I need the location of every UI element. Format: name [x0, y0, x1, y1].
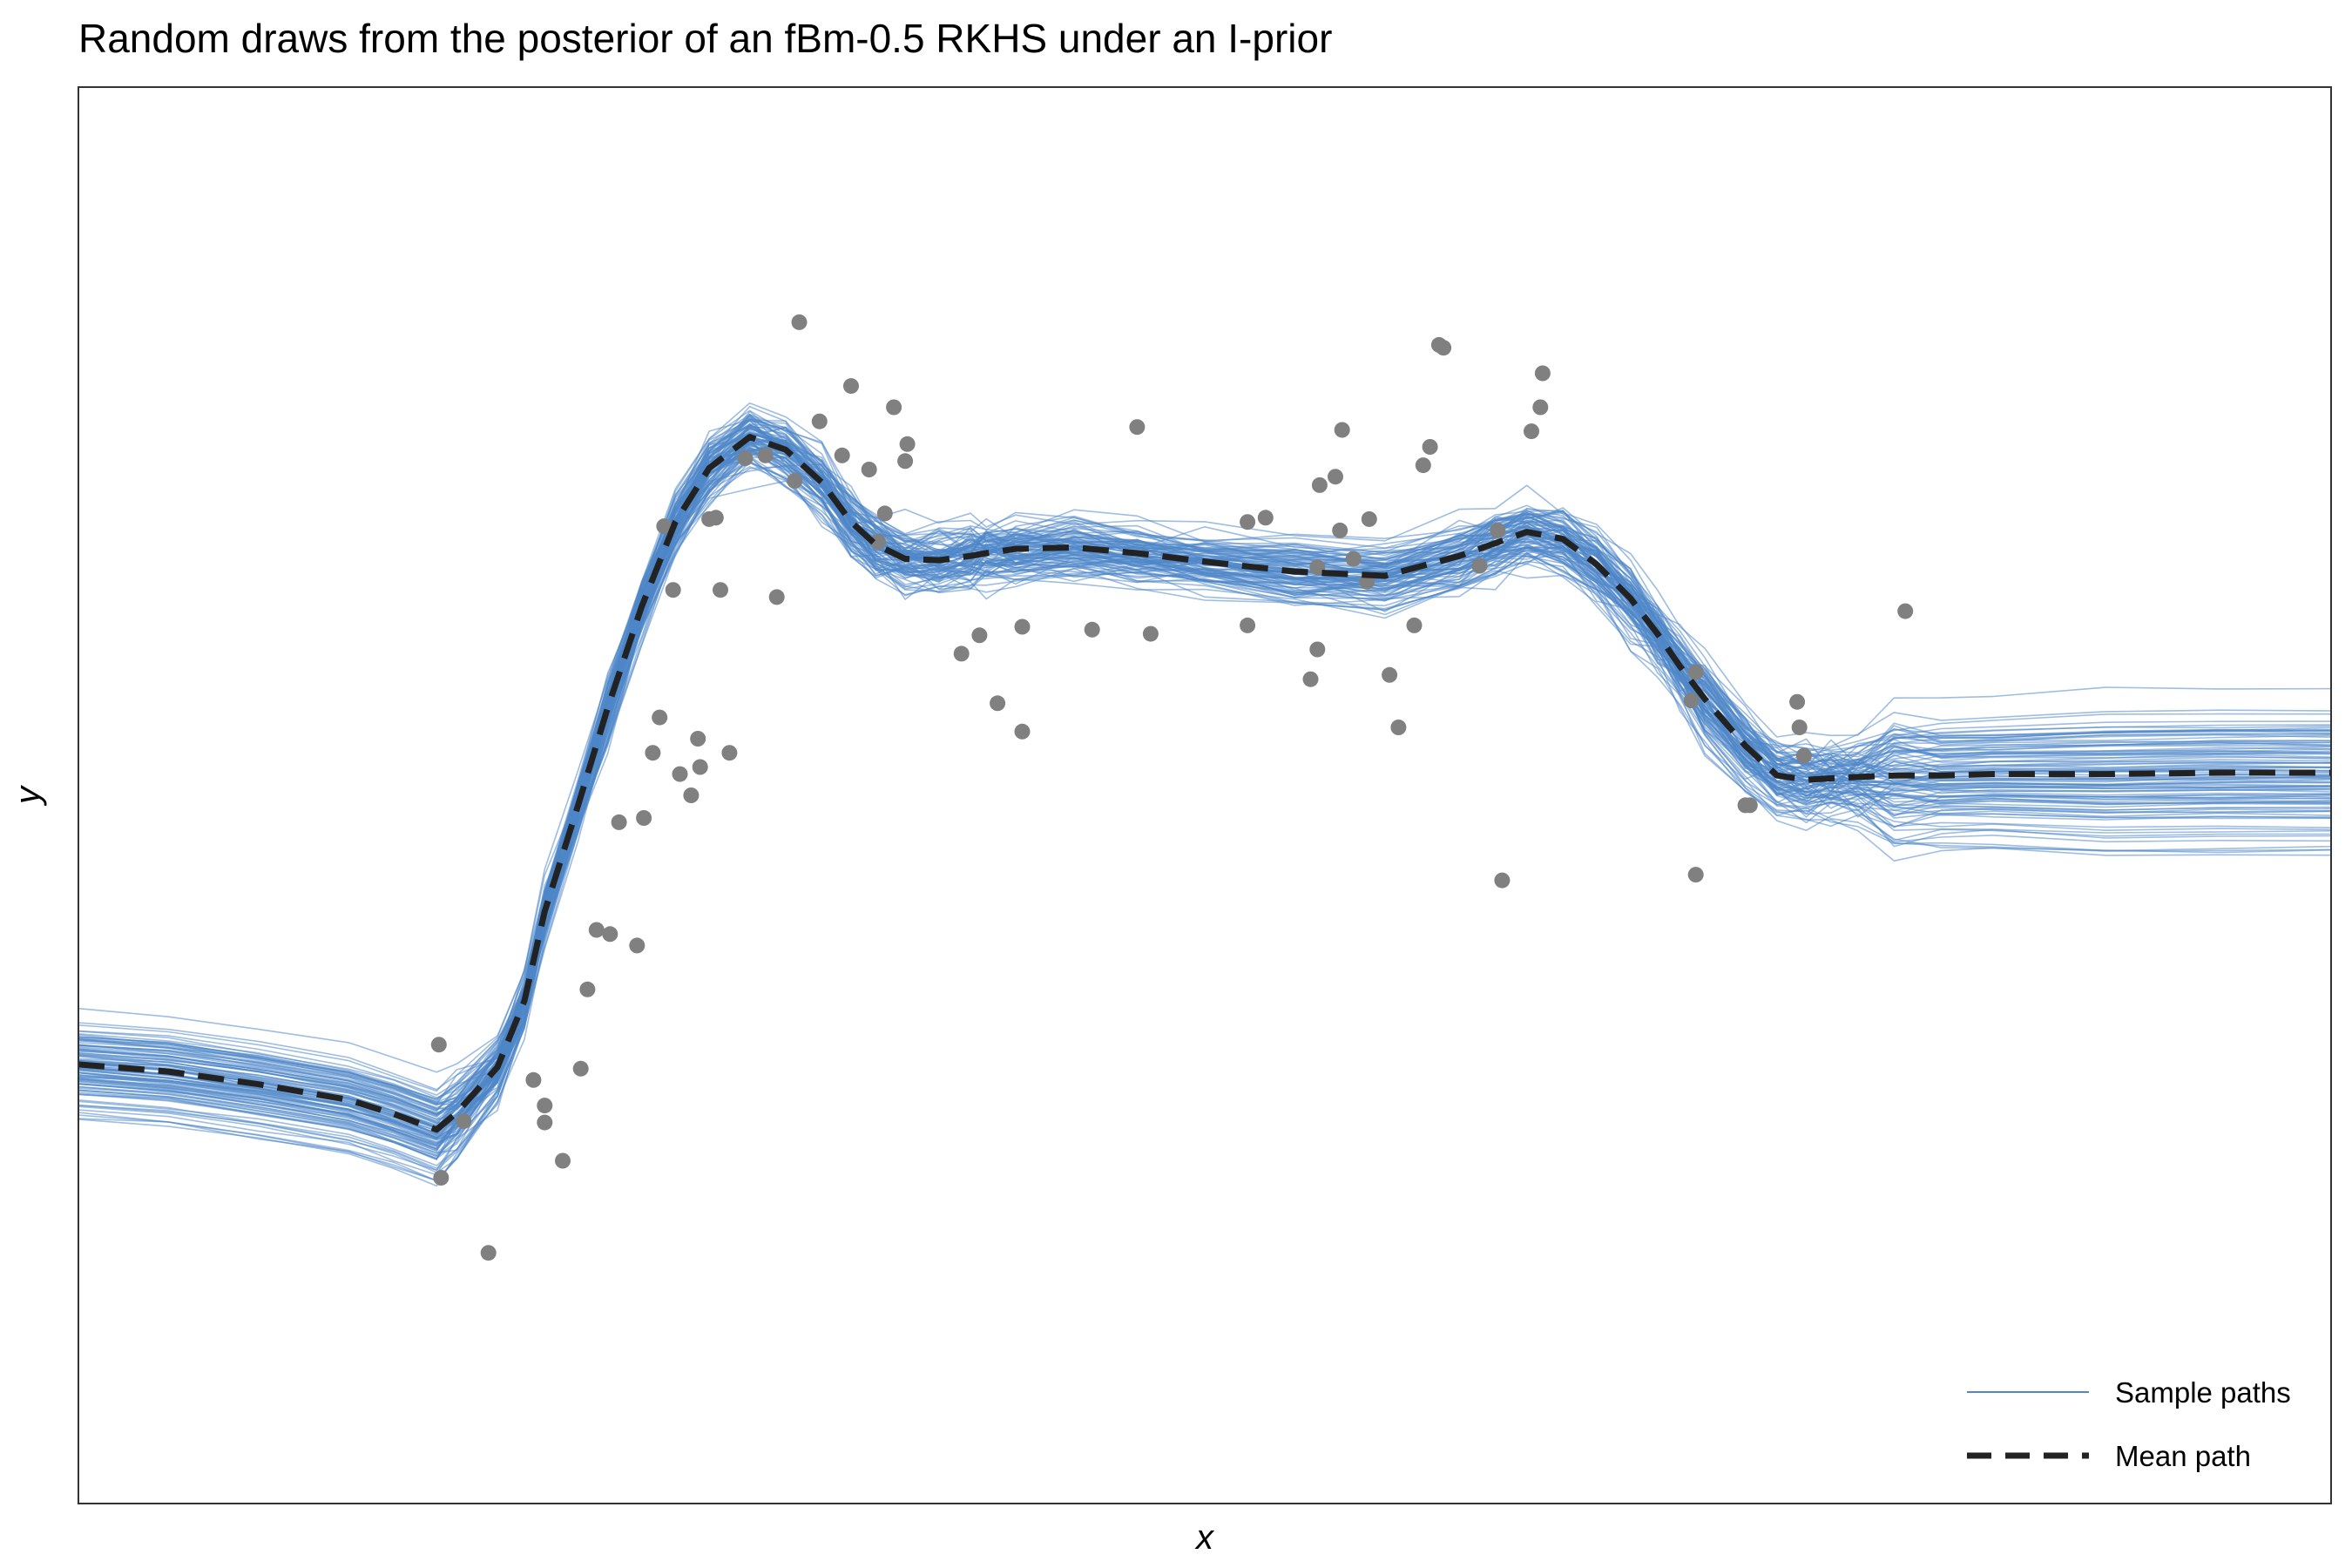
data-point	[588, 922, 605, 938]
data-point	[721, 745, 738, 761]
data-point	[1534, 365, 1551, 382]
sample-path-line	[78, 452, 2332, 1159]
data-point	[870, 533, 886, 550]
data-point	[737, 450, 754, 466]
legend-sample-paths-label: Sample paths	[2115, 1376, 2291, 1409]
data-point	[537, 1098, 553, 1114]
data-point	[629, 937, 645, 954]
data-point	[834, 447, 850, 463]
data-point	[1345, 551, 1362, 567]
data-point	[1129, 419, 1146, 436]
data-point	[1532, 399, 1549, 416]
data-point	[1142, 625, 1159, 642]
data-point	[433, 1170, 449, 1186]
data-point	[611, 814, 627, 830]
data-point	[713, 582, 728, 598]
data-point	[683, 787, 700, 803]
data-point	[1687, 664, 1704, 680]
data-point	[652, 709, 668, 726]
data-point	[1415, 457, 1431, 474]
data-point	[899, 436, 916, 452]
data-point	[665, 582, 681, 598]
data-point	[787, 473, 803, 489]
data-point	[1687, 867, 1704, 883]
data-point	[1382, 666, 1398, 683]
data-point	[1406, 617, 1423, 633]
data-point	[636, 810, 652, 826]
data-point	[579, 981, 596, 997]
data-point	[672, 766, 688, 782]
data-point	[430, 1037, 447, 1053]
data-point	[1422, 439, 1438, 455]
data-point	[1332, 522, 1348, 538]
data-point	[537, 1114, 553, 1131]
data-point	[645, 745, 661, 761]
data-point	[1795, 747, 1812, 764]
data-point	[757, 447, 774, 463]
data-point	[1302, 671, 1319, 687]
sample-path-line	[78, 442, 2332, 1140]
data-point	[1897, 603, 1914, 619]
data-point	[555, 1152, 571, 1169]
data-point	[656, 518, 672, 535]
sample-path-line	[78, 420, 2332, 1101]
data-point	[861, 462, 877, 477]
data-point	[1334, 422, 1350, 438]
data-point	[1741, 797, 1758, 814]
data-point	[791, 314, 808, 330]
data-point	[1683, 693, 1700, 709]
data-point	[1311, 476, 1328, 493]
data-point	[1490, 522, 1506, 538]
data-point	[876, 505, 893, 522]
data-point	[1361, 510, 1377, 527]
data-point	[690, 731, 706, 747]
data-point	[1494, 872, 1511, 889]
data-point	[1240, 617, 1256, 633]
data-point	[1524, 423, 1539, 440]
data-point	[886, 399, 902, 416]
data-point	[1328, 469, 1343, 485]
data-point	[1309, 641, 1326, 658]
data-point	[1240, 514, 1256, 531]
mean-path-line	[78, 434, 2331, 1133]
chart-title: Random draws from the posterior of an fB…	[78, 16, 1332, 61]
data-point	[897, 453, 914, 470]
legend: Sample paths Mean path	[1967, 1376, 2291, 1472]
data-point	[971, 627, 988, 644]
data-point	[811, 413, 828, 429]
data-point	[602, 926, 618, 943]
data-point	[1436, 340, 1452, 356]
data-point	[1789, 693, 1806, 710]
data-point	[843, 378, 859, 395]
data-point	[1309, 559, 1326, 576]
data-point	[707, 510, 724, 526]
x-axis-label: x	[1194, 1518, 1215, 1557]
data-point	[990, 695, 1006, 712]
data-point	[1084, 621, 1100, 638]
mean-path-layer	[78, 434, 2331, 1133]
data-point	[1791, 720, 1808, 735]
data-point	[1014, 723, 1031, 740]
data-point	[1390, 720, 1407, 735]
data-point	[1257, 510, 1274, 526]
y-axis-label: y	[9, 784, 47, 807]
data-points-layer	[430, 314, 1914, 1261]
legend-mean-path-label: Mean path	[2115, 1440, 2251, 1472]
data-point	[480, 1245, 497, 1261]
data-point	[525, 1071, 542, 1088]
data-point	[1014, 618, 1031, 635]
data-point	[692, 759, 708, 775]
data-point	[953, 645, 970, 662]
plot-frame	[78, 86, 2332, 1504]
data-point	[768, 589, 785, 605]
data-point	[1471, 558, 1488, 574]
data-point	[456, 1113, 472, 1129]
data-point	[572, 1060, 589, 1077]
